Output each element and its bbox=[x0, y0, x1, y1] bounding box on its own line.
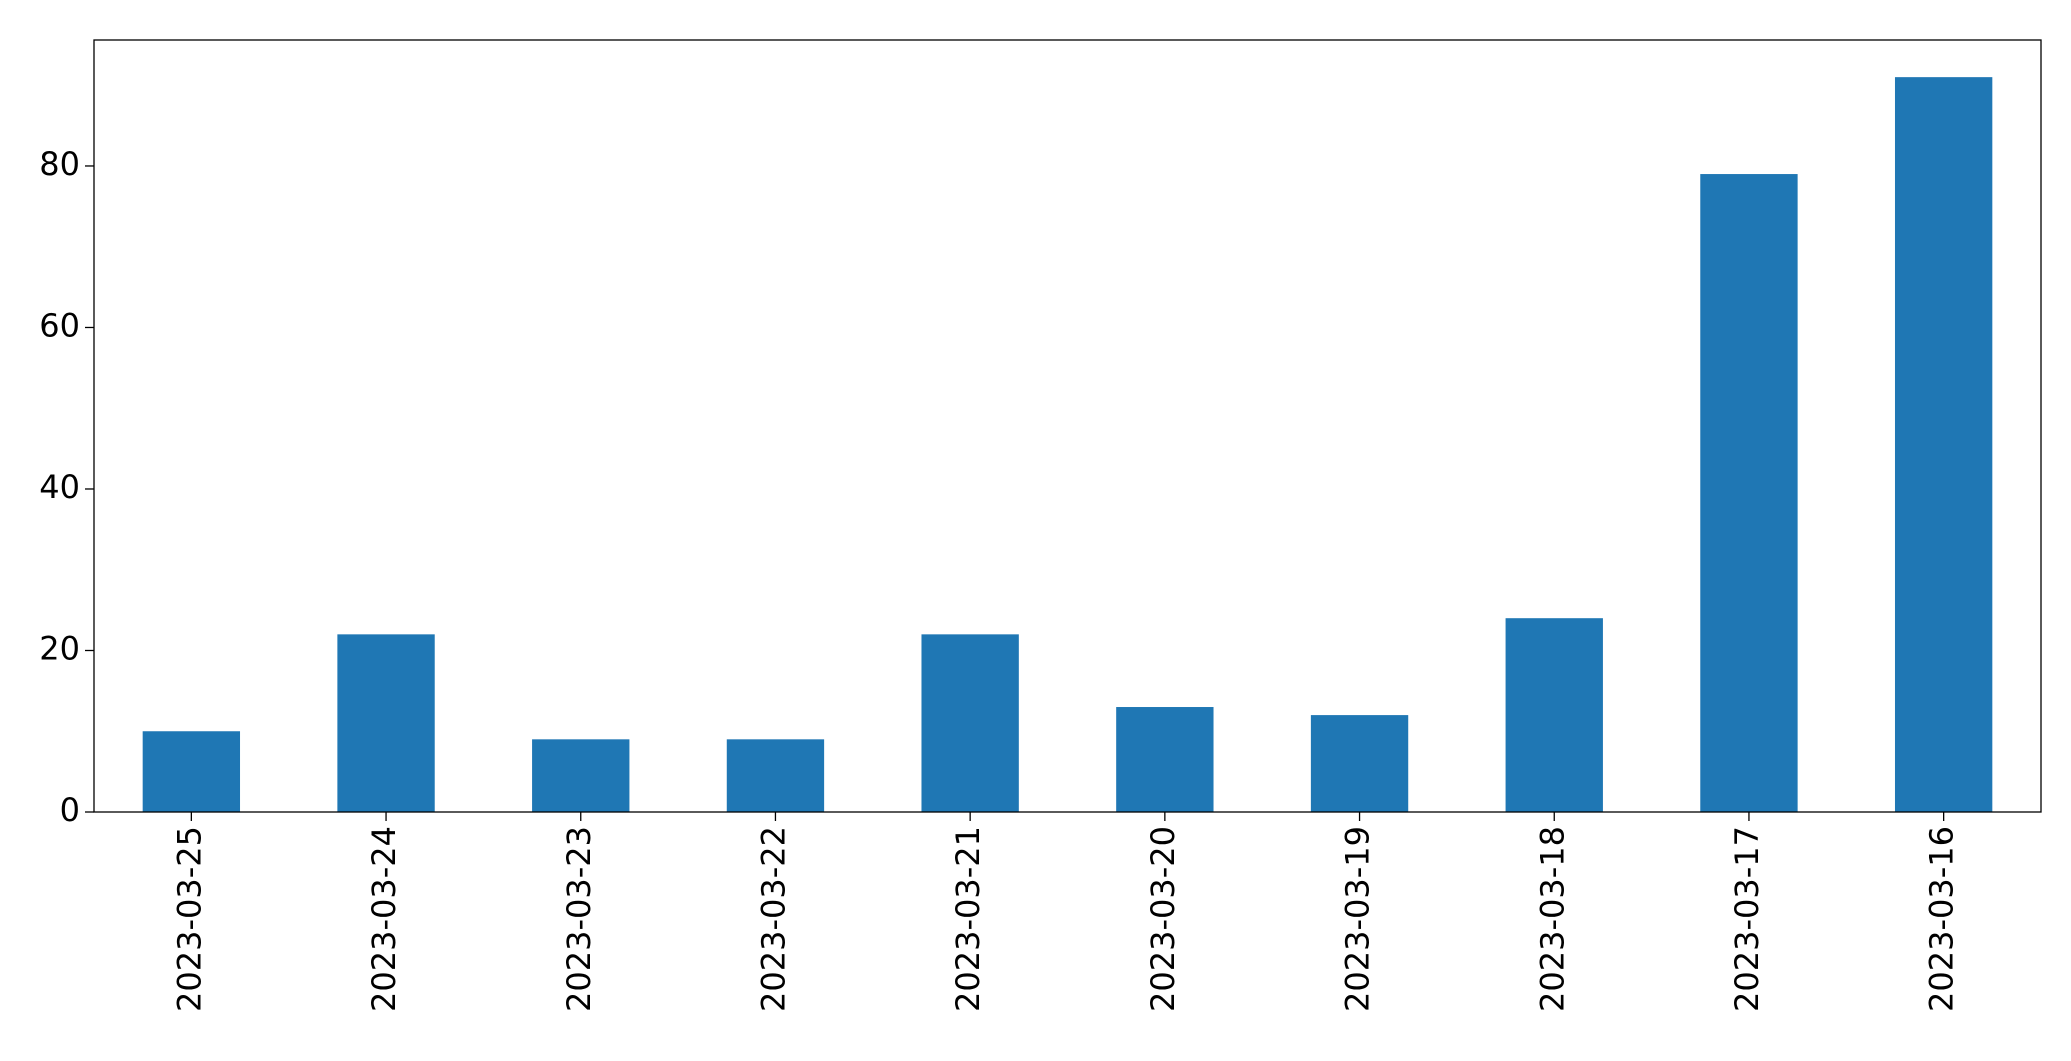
y-tick-label: 60 bbox=[39, 306, 80, 344]
bar bbox=[921, 634, 1019, 812]
y-tick-label: 0 bbox=[60, 791, 80, 829]
y-tick-label: 80 bbox=[39, 145, 80, 183]
bar bbox=[337, 634, 435, 812]
y-tick-label: 20 bbox=[39, 629, 80, 667]
y-tick-label: 40 bbox=[39, 468, 80, 506]
x-tick-label: 2023-03-22 bbox=[754, 826, 792, 1012]
bar bbox=[532, 739, 630, 812]
plot-frame bbox=[93, 39, 2042, 813]
x-tick-label: 2023-03-23 bbox=[560, 826, 598, 1012]
bar bbox=[1894, 77, 1993, 813]
x-tick-label: 2023-03-19 bbox=[1339, 826, 1377, 1012]
x-tick-label: 2023-03-24 bbox=[365, 826, 403, 1012]
x-tick-label: 2023-03-20 bbox=[1144, 826, 1182, 1012]
x-tick-label: 2023-03-21 bbox=[949, 826, 987, 1012]
bar bbox=[1310, 715, 1409, 812]
x-tick-label: 2023-03-16 bbox=[1923, 826, 1961, 1012]
bar bbox=[142, 731, 241, 812]
x-tick-label: 2023-03-18 bbox=[1533, 826, 1571, 1012]
bar bbox=[1700, 174, 1798, 812]
bar bbox=[1505, 618, 1603, 812]
bar bbox=[726, 739, 825, 812]
x-tick-label: 2023-03-17 bbox=[1728, 826, 1766, 1012]
bar bbox=[1116, 707, 1214, 812]
x-tick-label: 2023-03-25 bbox=[170, 826, 208, 1012]
